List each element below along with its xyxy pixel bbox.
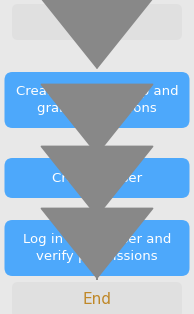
FancyBboxPatch shape: [4, 220, 190, 276]
FancyBboxPatch shape: [4, 72, 190, 128]
Text: Create a user group and
grant permissions: Create a user group and grant permission…: [16, 85, 178, 115]
FancyBboxPatch shape: [4, 158, 190, 198]
Text: Create a user: Create a user: [52, 171, 142, 185]
FancyBboxPatch shape: [12, 282, 182, 314]
Text: End: End: [82, 293, 112, 307]
FancyBboxPatch shape: [12, 4, 182, 40]
Text: Log in as the user and
verify permissions: Log in as the user and verify permission…: [23, 233, 171, 263]
Text: Start: Start: [78, 14, 116, 30]
